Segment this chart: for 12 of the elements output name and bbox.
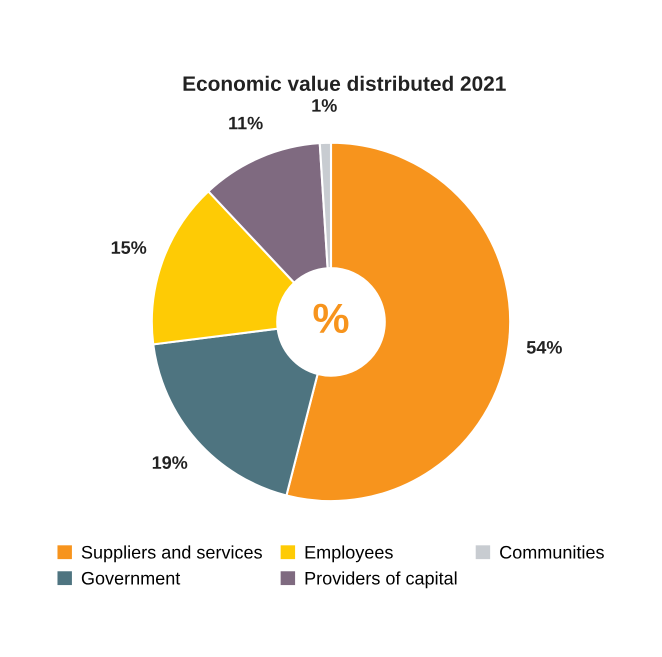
legend-label: Employees [306,545,393,562]
text: % [314,304,348,334]
legend-label: Suppliers and services [82,545,262,562]
data-label: 1% [312,99,337,112]
data-label: 19% [152,456,188,469]
data-label: 11% [229,116,263,130]
legend-label: Communities [500,545,604,559]
data-label: 15% [112,241,146,254]
data-label: 54% [526,340,562,354]
legend-label: Government [82,572,180,585]
legend-label: Providers of capital [306,571,456,588]
chart-title: Economic value distributed 2021 [184,76,506,91]
